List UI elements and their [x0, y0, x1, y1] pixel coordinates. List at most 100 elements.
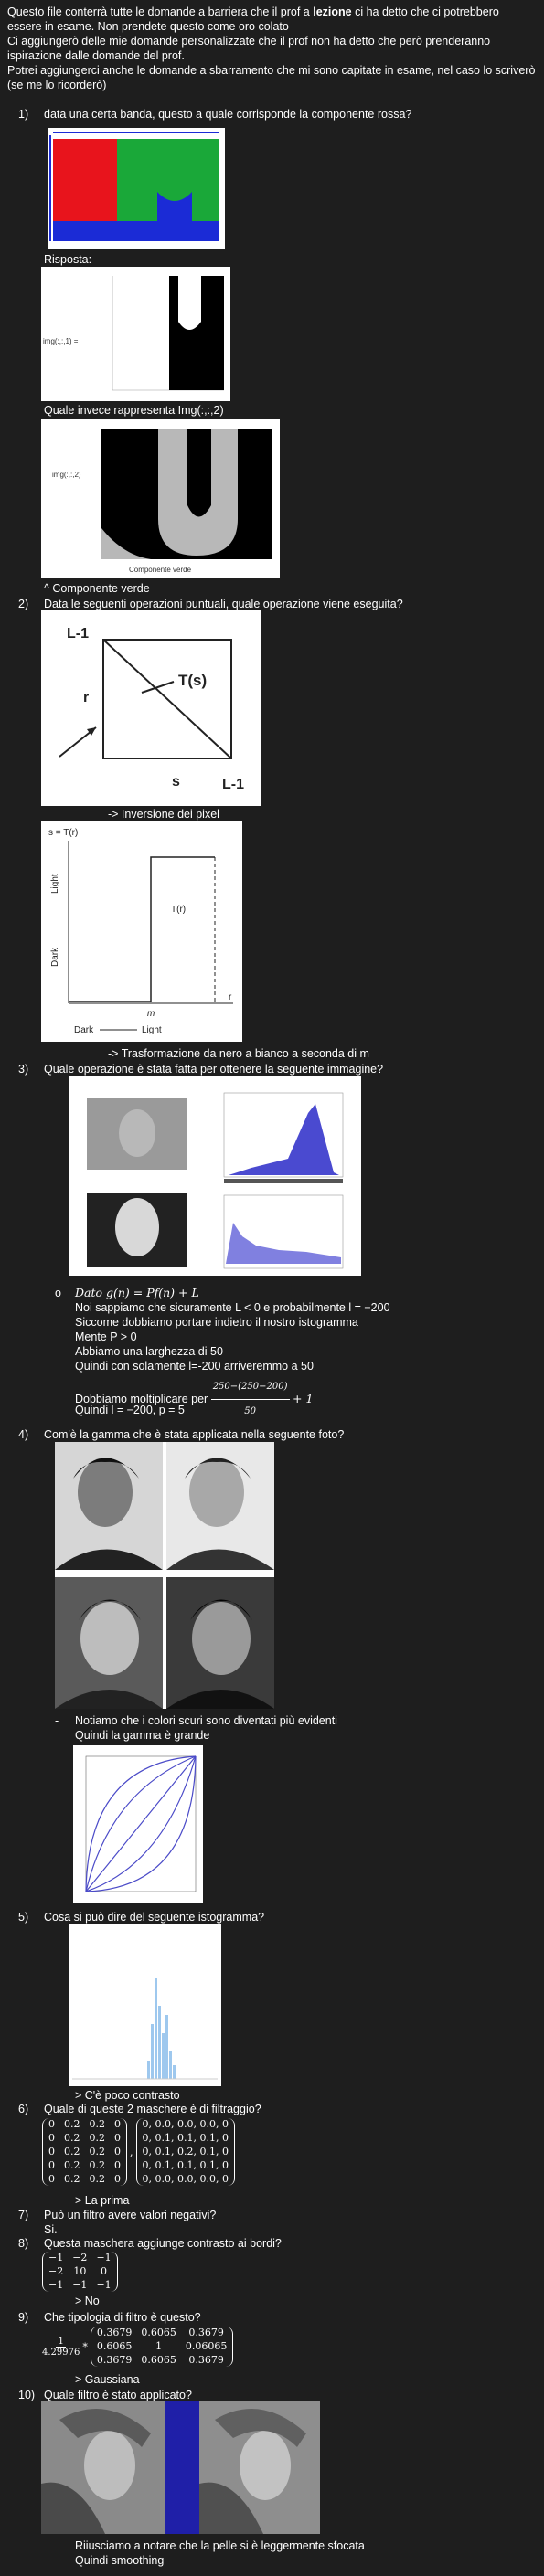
bullet: - — [55, 1714, 59, 1727]
intro: Questo file conterrà tutte le domande a … — [7, 5, 536, 92]
diagram-label: r — [83, 690, 89, 705]
formula: + 1 — [293, 1391, 314, 1405]
formula: Dato g(n) = Pf(n) + L — [75, 1286, 199, 1299]
matrix: 0 0.2 0.2 0 0 0.2 0.2 0 0 0.2 0.2 0 0 0.2 0.2 0 0 0.2 0.2 0 — [42, 2118, 127, 2186]
lena-comparison — [41, 2401, 320, 2534]
matrix-cell: 0.06065 — [185, 2340, 228, 2352]
diagram-label: L-1 — [67, 626, 89, 641]
question: Quale invece rappresenta Img(:,:,2) — [44, 404, 224, 417]
image-label: img(:,:,1) = — [43, 337, 79, 345]
faces-image — [55, 1442, 274, 1709]
denominator: 4.29976 — [42, 2347, 80, 2358]
matrix-row: 1 4.29976 * 0.3679 0.6065 0.3679 0.6065 1 0.06… — [42, 2327, 234, 2367]
text: Mente P > 0 — [75, 1330, 137, 1343]
text: Dobbiamo moltiplicare per — [75, 1392, 208, 1405]
image-label: img(:,:,2) — [52, 471, 81, 479]
intro-paragraph: Potrei aggiungerci anche le domande a sb… — [7, 64, 536, 91]
matrix-cell: 0.2 — [64, 2146, 80, 2157]
matrix-cell: 0.2 — [89, 2173, 106, 2185]
question-number: 4) — [18, 1428, 29, 1441]
question-number: 8) — [18, 2237, 29, 2250]
matrix-cell: 0.6065 — [141, 2354, 176, 2366]
text: Quindi con solamente l=-200 arriveremmo … — [75, 1360, 314, 1373]
matrix-cell: 0.6065 — [96, 2340, 133, 2352]
inversion-diagram: L-1 r T(s) s L-1 — [41, 610, 261, 806]
operator: * — [82, 2340, 88, 2353]
matrix-cell: 0 — [114, 2173, 121, 2185]
formula-line: Dobbiamo moltiplicare per 250−(250−200) 5… — [75, 1375, 313, 1424]
matrix-cell: −1 — [72, 2279, 88, 2291]
histogram-figure — [69, 1076, 361, 1276]
answer: Quindi la gamma è grande — [75, 1729, 210, 1742]
text: Noi sappiamo che sicuramente L < 0 e pro… — [75, 1301, 390, 1314]
matrix-cell: 0 — [48, 2132, 55, 2144]
matrix-cell: 0, 0.0, 0.0, 0.0, 0 — [142, 2118, 229, 2130]
numerator: 1 — [56, 2336, 66, 2348]
matrix-cell: 0.2 — [64, 2118, 80, 2130]
fraction: 250−(250−200) 50 — [210, 1375, 290, 1424]
diagram-label: Dark — [74, 1025, 94, 1035]
matrix-cell: 0, 0.1, 0.1, 0.1, 0 — [142, 2132, 229, 2144]
answer: Riiusciamo a notare che la pelle si è le… — [75, 2539, 365, 2552]
answer: > La prima — [75, 2194, 130, 2207]
matrix-cell: 0 — [114, 2132, 121, 2144]
matrix-cell: −1 — [48, 2252, 64, 2263]
answer: ^ Componente verde — [44, 582, 150, 595]
matrix-cell: 0 — [114, 2159, 121, 2171]
matrix-cell: 0.2 — [64, 2132, 80, 2144]
answer: Quindi smoothing — [75, 2554, 165, 2567]
numerator: 250−(250−200) — [210, 1375, 290, 1400]
diagram-label: s — [172, 774, 180, 790]
answer: -> Trasformazione da nero a bianco a sec… — [108, 1047, 369, 1060]
fraction: 1 4.29976 — [42, 2337, 80, 2358]
diagram-label: Light — [142, 1025, 162, 1035]
question-number: 1) — [18, 108, 29, 121]
histogram-image — [69, 1924, 221, 2086]
image-caption: Componente verde — [129, 566, 192, 574]
question: Com'è la gamma che è stata applicata nel… — [44, 1428, 345, 1441]
matrix-cell: 0, 0.1, 0.2, 0.1, 0 — [142, 2146, 229, 2157]
diagram-label: T(s) — [178, 672, 207, 689]
rgb-image — [48, 128, 225, 249]
diagram-label: L-1 — [222, 777, 244, 792]
text: Quindi l = −200, p = 5 — [75, 1404, 185, 1416]
matrix-cell: 0 — [101, 2265, 108, 2277]
question-number: 2) — [18, 598, 29, 610]
text: ci ha detto che ci potrebbero essere in … — [7, 5, 499, 33]
matrix: 0, 0.0, 0.0, 0.0, 0 0, 0.1, 0.1, 0.1, 0 0,… — [135, 2118, 235, 2186]
matrix-cell: 0.3679 — [188, 2327, 224, 2338]
matrix-row: −1 −2 −1 −2 10 0 −1 −1 −1 — [42, 2252, 118, 2292]
matrix-cell: 0 — [48, 2173, 55, 2185]
question: data una certa banda, questo a quale cor… — [44, 108, 412, 121]
matrix-cell: 1 — [155, 2340, 163, 2352]
intro-paragraph: Ci aggiungerò delle mie domande personal… — [7, 35, 491, 62]
matrix-cell: 0.2 — [89, 2132, 106, 2144]
matrix-cell: 0.6065 — [141, 2327, 176, 2338]
matrix-cell: 0, 0.1, 0.1, 0.1, 0 — [142, 2159, 229, 2171]
diagram-label: Dark — [50, 947, 60, 967]
matrix-cell: −1 — [48, 2279, 64, 2291]
answer-label: Risposta: — [44, 253, 92, 266]
matrix-cell: 0 — [114, 2118, 121, 2130]
text: Questo file conterrà tutte le domande a … — [7, 5, 314, 18]
diagram-label: s = T(r) — [48, 828, 78, 838]
question: Quale filtro è stato applicato? — [44, 2389, 192, 2401]
matrix-cell: −1 — [96, 2252, 112, 2263]
question-number: 6) — [18, 2103, 29, 2115]
question: Data le seguenti operazioni puntuali, qu… — [44, 598, 403, 610]
matrix: 0.3679 0.6065 0.3679 0.6065 1 0.06065 0.3679 0.… — [90, 2327, 234, 2367]
text: Abbiamo una larghezza di 50 — [75, 1345, 223, 1358]
matrix-cell: 0.3679 — [188, 2354, 224, 2366]
question-number: 10) — [18, 2389, 36, 2401]
matrix-cell: 10 — [73, 2265, 87, 2277]
question-number: 7) — [18, 2209, 29, 2221]
question-number: 9) — [18, 2311, 29, 2324]
matrix-cell: −2 — [48, 2265, 64, 2277]
diagram-label: Light — [50, 874, 60, 894]
gamma-curves — [73, 1745, 203, 1903]
matrix-cell: −1 — [96, 2279, 112, 2291]
matrix-cell: −2 — [72, 2252, 88, 2263]
matrix-cell: 0.2 — [89, 2118, 106, 2130]
question: Può un filtro avere valori negativi? — [44, 2209, 217, 2221]
